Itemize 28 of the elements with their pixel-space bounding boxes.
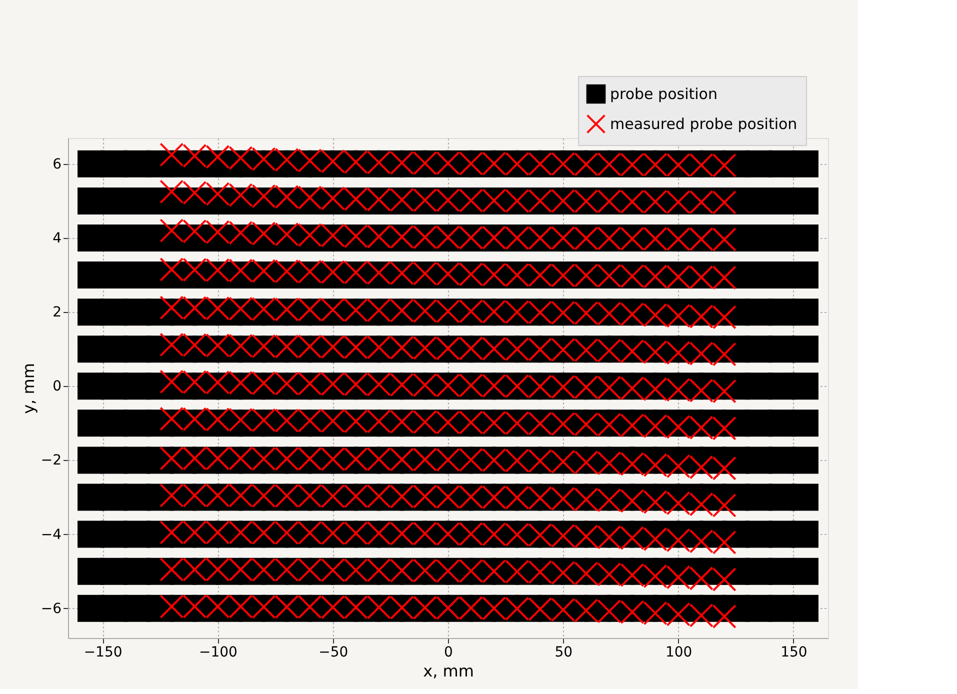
point — [791, 484, 818, 511]
y-tick-label: −4 — [40, 526, 62, 543]
x-tick-label: 0 — [444, 644, 453, 660]
point — [791, 446, 818, 474]
x-tick-label: −150 — [84, 644, 122, 660]
x-tick-label: 50 — [554, 644, 573, 660]
point — [791, 520, 818, 548]
x-tick-label: 150 — [780, 644, 808, 660]
point — [791, 150, 818, 178]
point — [791, 372, 818, 400]
y-tick-label: 4 — [52, 230, 62, 246]
point — [791, 558, 818, 585]
legend-label: probe position — [610, 85, 718, 103]
point — [791, 594, 818, 622]
y-tick-label: −2 — [40, 452, 62, 469]
x-axis-title: x, mm — [423, 662, 474, 680]
y-tick-label: 2 — [52, 304, 62, 321]
legend-label: measured probe position — [610, 115, 798, 133]
point — [791, 298, 818, 326]
x-tick-label: −50 — [318, 644, 348, 660]
point — [791, 336, 818, 363]
y-tick-label: 6 — [52, 156, 62, 172]
x-tick-label: −100 — [198, 644, 238, 660]
y-axis-title: y, mm — [18, 363, 38, 414]
point — [791, 410, 818, 437]
y-tick-label: 0 — [52, 378, 62, 395]
x-tick-label: 100 — [665, 644, 692, 660]
y-tick-label: −6 — [40, 600, 62, 617]
